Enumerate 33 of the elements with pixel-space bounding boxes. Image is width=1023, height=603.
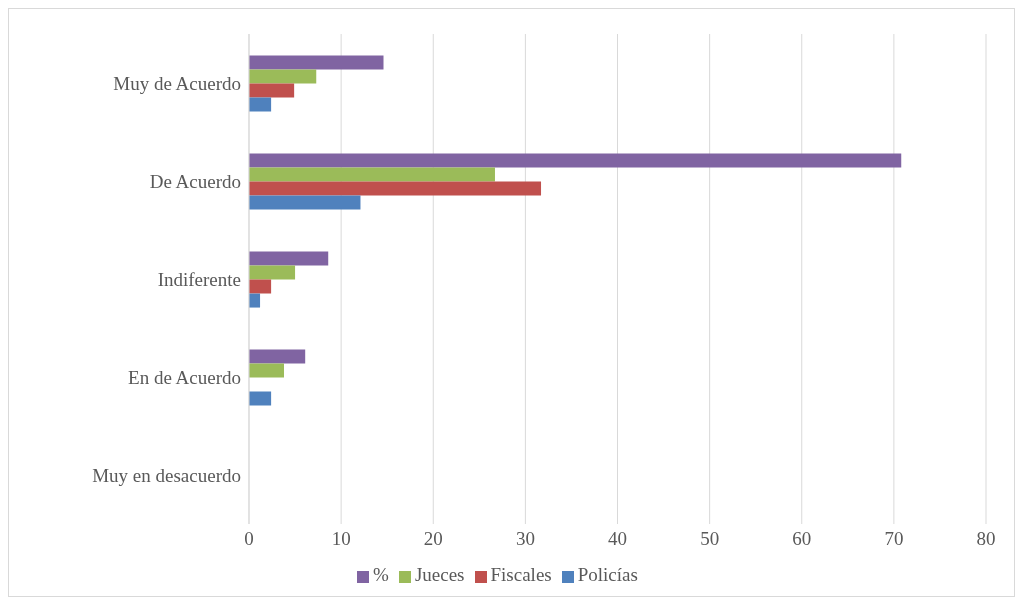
bar [249, 69, 317, 84]
bar [249, 279, 272, 294]
bar [249, 251, 329, 266]
bar [249, 293, 261, 308]
y-tick-label: En de Acuerdo [128, 366, 241, 388]
bar [249, 391, 272, 406]
x-tick-label: 40 [608, 528, 627, 550]
y-tick-label: Muy en desacuerdo [92, 464, 241, 486]
bar [249, 55, 384, 70]
bar [249, 181, 542, 196]
bar [249, 349, 306, 364]
bar [249, 153, 902, 168]
legend-label: Jueces [414, 564, 465, 585]
x-tick-label: 60 [792, 528, 812, 550]
x-tick-label: 70 [884, 528, 904, 550]
y-tick-label: Muy de Acuerdo [113, 72, 241, 94]
legend-label: % [373, 564, 389, 585]
x-tick-label: 50 [700, 528, 720, 550]
bar [249, 167, 495, 182]
x-tick-label: 10 [331, 528, 351, 550]
y-tick-label: De Acuerdo [149, 170, 241, 192]
legend-label: Policías [577, 564, 638, 585]
x-tick-label: 30 [515, 528, 535, 550]
y-tick-label: Indiferente [157, 268, 241, 290]
legend-label: Fiscales [490, 564, 552, 585]
bar [249, 265, 296, 280]
bar [249, 195, 361, 210]
bar [249, 97, 272, 112]
x-tick-label: 80 [976, 528, 996, 550]
bar [249, 83, 295, 98]
x-tick-label: 20 [423, 528, 443, 550]
bar [249, 363, 285, 378]
x-tick-label: 0 [244, 528, 254, 550]
